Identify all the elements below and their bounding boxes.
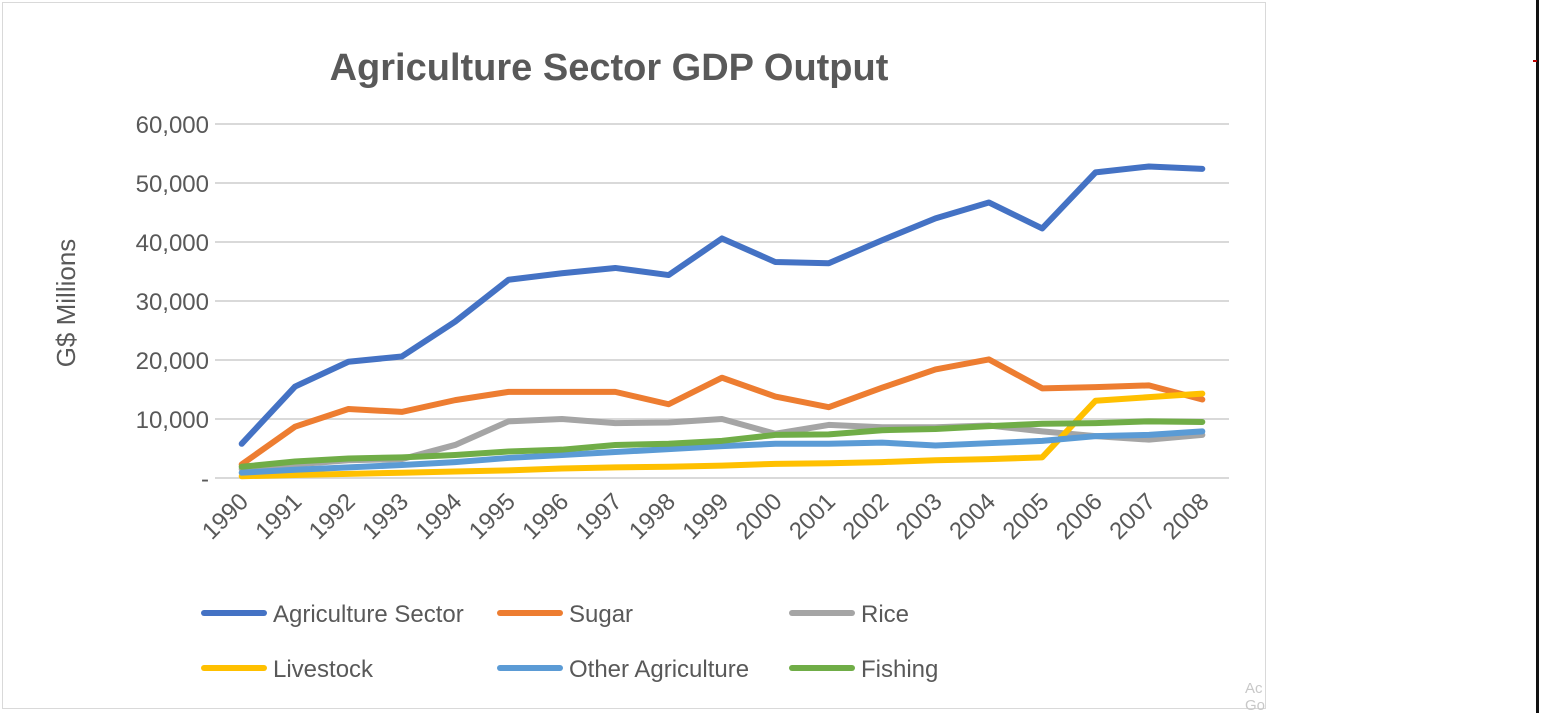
x-tick-label: 1993 [357, 488, 414, 545]
line-chart: - 10,000 20,000 30,000 40,000 50,000 60,000 19… [51, 47, 1229, 683]
x-tick-label: 1994 [411, 488, 468, 545]
window-edge-divider [1536, 0, 1539, 713]
x-tick-label: 2001 [784, 488, 841, 545]
y-tick-label: 60,000 [136, 112, 209, 139]
x-axis-tick-labels: 1990199119921993199419951996199719981999… [197, 488, 1214, 545]
y-axis-tick-labels: - 10,000 20,000 30,000 40,000 50,000 60,000 [136, 112, 209, 493]
x-tick-label: 2006 [1051, 488, 1108, 545]
legend-label: Rice [861, 601, 909, 628]
series-line-3 [238, 390, 1206, 480]
series-line-1 [238, 356, 1206, 468]
x-tick-label: 2002 [838, 488, 895, 545]
legend-label: Agriculture Sector [273, 601, 464, 628]
x-tick-label: 2000 [731, 488, 788, 545]
red-marker [1533, 60, 1537, 62]
x-tick-label: 1990 [197, 488, 254, 545]
series-line-5 [238, 418, 1206, 470]
x-tick-label: 1992 [304, 488, 361, 545]
x-tick-label: 1991 [250, 488, 307, 545]
x-tick-label: 2004 [944, 488, 1001, 545]
x-tick-label: 2008 [1158, 488, 1215, 545]
watermark-line-1: Ac [1245, 680, 1263, 697]
legend-label: Other Agriculture [569, 656, 749, 683]
legend-label: Sugar [569, 601, 633, 628]
x-tick-label: 1998 [624, 488, 681, 545]
x-tick-label: 1999 [677, 488, 734, 545]
series-line-0 [238, 163, 1206, 447]
x-tick-label: 2003 [891, 488, 948, 545]
x-tick-label: 2007 [1104, 488, 1161, 545]
y-tick-label: 20,000 [136, 348, 209, 375]
legend: Agriculture Sector Sugar Rice Livestock Othe… [201, 601, 938, 683]
chart-title: Agriculture Sector GDP Output [330, 47, 889, 89]
y-tick-label: 40,000 [136, 230, 209, 257]
chart-frame: - 10,000 20,000 30,000 40,000 50,000 60,000 19… [2, 2, 1266, 709]
watermark-line-2: Go [1245, 697, 1266, 714]
y-tick-label: 50,000 [136, 171, 209, 198]
legend-label: Fishing [861, 656, 938, 683]
series-line-4 [238, 428, 1206, 476]
y-tick-label: - [201, 466, 209, 493]
activation-watermark: Ac Go [1245, 680, 1265, 714]
y-axis-label: G$ Millions [51, 239, 81, 368]
x-tick-label: 2005 [998, 488, 1055, 545]
legend-label: Livestock [273, 656, 374, 683]
series-lines [238, 163, 1206, 480]
x-tick-label: 1996 [517, 488, 574, 545]
x-tick-label: 1997 [571, 488, 628, 545]
x-tick-label: 1995 [464, 488, 521, 545]
y-tick-label: 10,000 [136, 407, 209, 434]
y-tick-label: 30,000 [136, 289, 209, 316]
